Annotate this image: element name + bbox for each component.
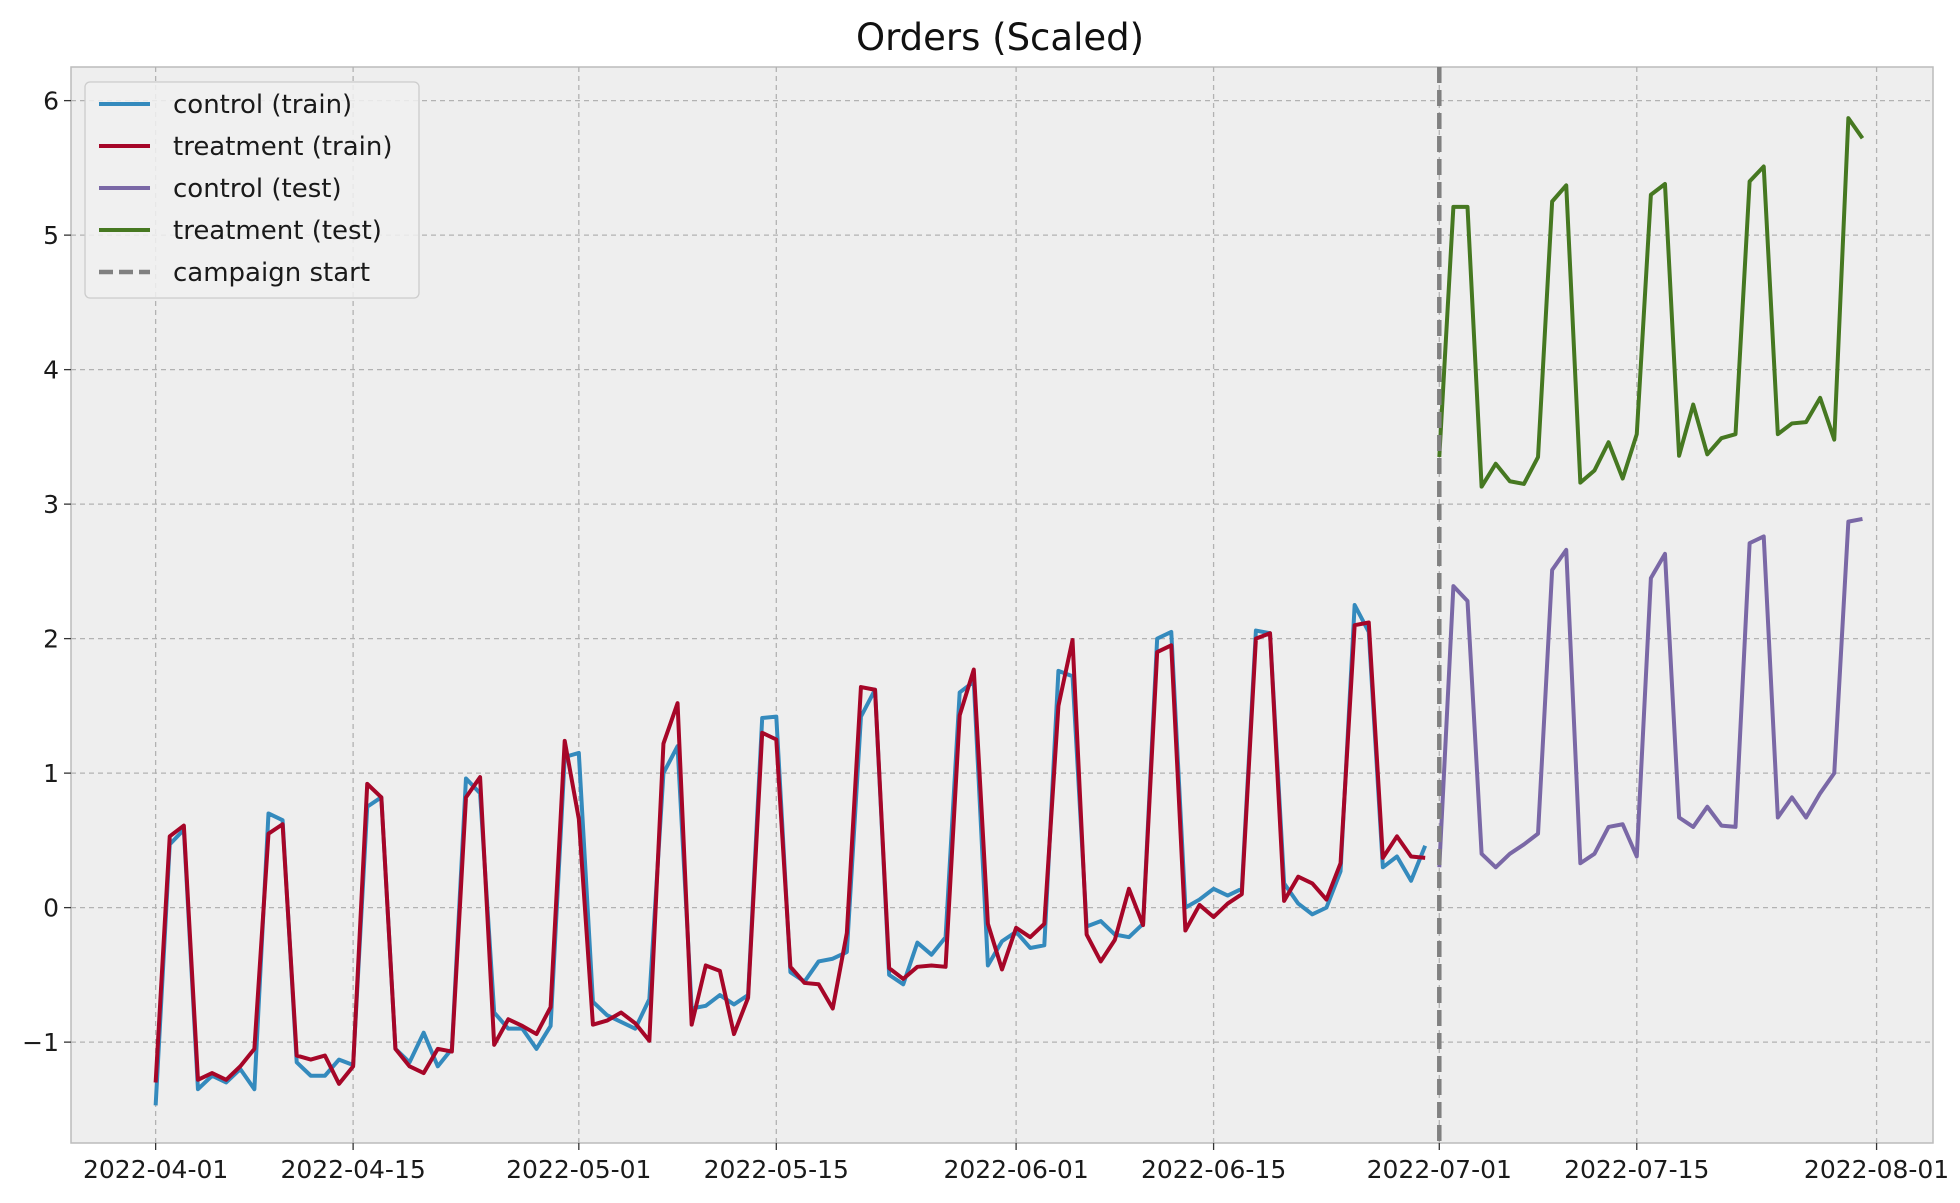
series-line-treatment-test: [1437, 116, 1865, 489]
y-tick-label: 0: [43, 894, 59, 923]
legend-label: control (train): [173, 90, 352, 120]
x-tick-label: 2022-05-15: [704, 1155, 849, 1184]
x-tick-label: 2022-06-15: [1141, 1155, 1286, 1184]
y-tick-label: 4: [43, 356, 59, 385]
x-tick-label: 2022-05-01: [506, 1155, 651, 1184]
grid-lines: [71, 67, 1933, 1143]
y-tick-label: −1: [22, 1028, 59, 1057]
y-tick-label: 6: [43, 87, 59, 116]
x-tick-label: 2022-07-01: [1367, 1155, 1512, 1184]
x-tick-label: 2022-08-01: [1804, 1155, 1949, 1184]
series-lines: [153, 116, 1865, 1106]
legend-label: campaign start: [173, 258, 370, 288]
x-tick-label: 2022-07-15: [1564, 1155, 1709, 1184]
series-line-treatment-train: [153, 620, 1426, 1086]
x-tick-label: 2022-06-01: [943, 1155, 1088, 1184]
legend-label: treatment (test): [173, 216, 382, 246]
chart-title: Orders (Scaled): [856, 16, 1144, 59]
y-tick-label: 5: [43, 221, 59, 250]
y-tick-label: 2: [43, 625, 59, 654]
y-tick-label: 3: [43, 490, 59, 519]
legend-box: [84, 81, 420, 299]
legend: control (train) treatment (train) control …: [84, 81, 420, 299]
legend-label: treatment (train): [173, 132, 393, 162]
x-tick-label: 2022-04-01: [83, 1155, 228, 1184]
legend-label: control (test): [173, 174, 342, 204]
axes: 2022-04-01 2022-04-15 2022-05-01 2022-05-15…: [22, 87, 1949, 1184]
y-tick-label: 1: [43, 759, 59, 788]
series-line-control-test: [1437, 516, 1863, 870]
x-tick-label: 2022-04-15: [280, 1155, 425, 1184]
